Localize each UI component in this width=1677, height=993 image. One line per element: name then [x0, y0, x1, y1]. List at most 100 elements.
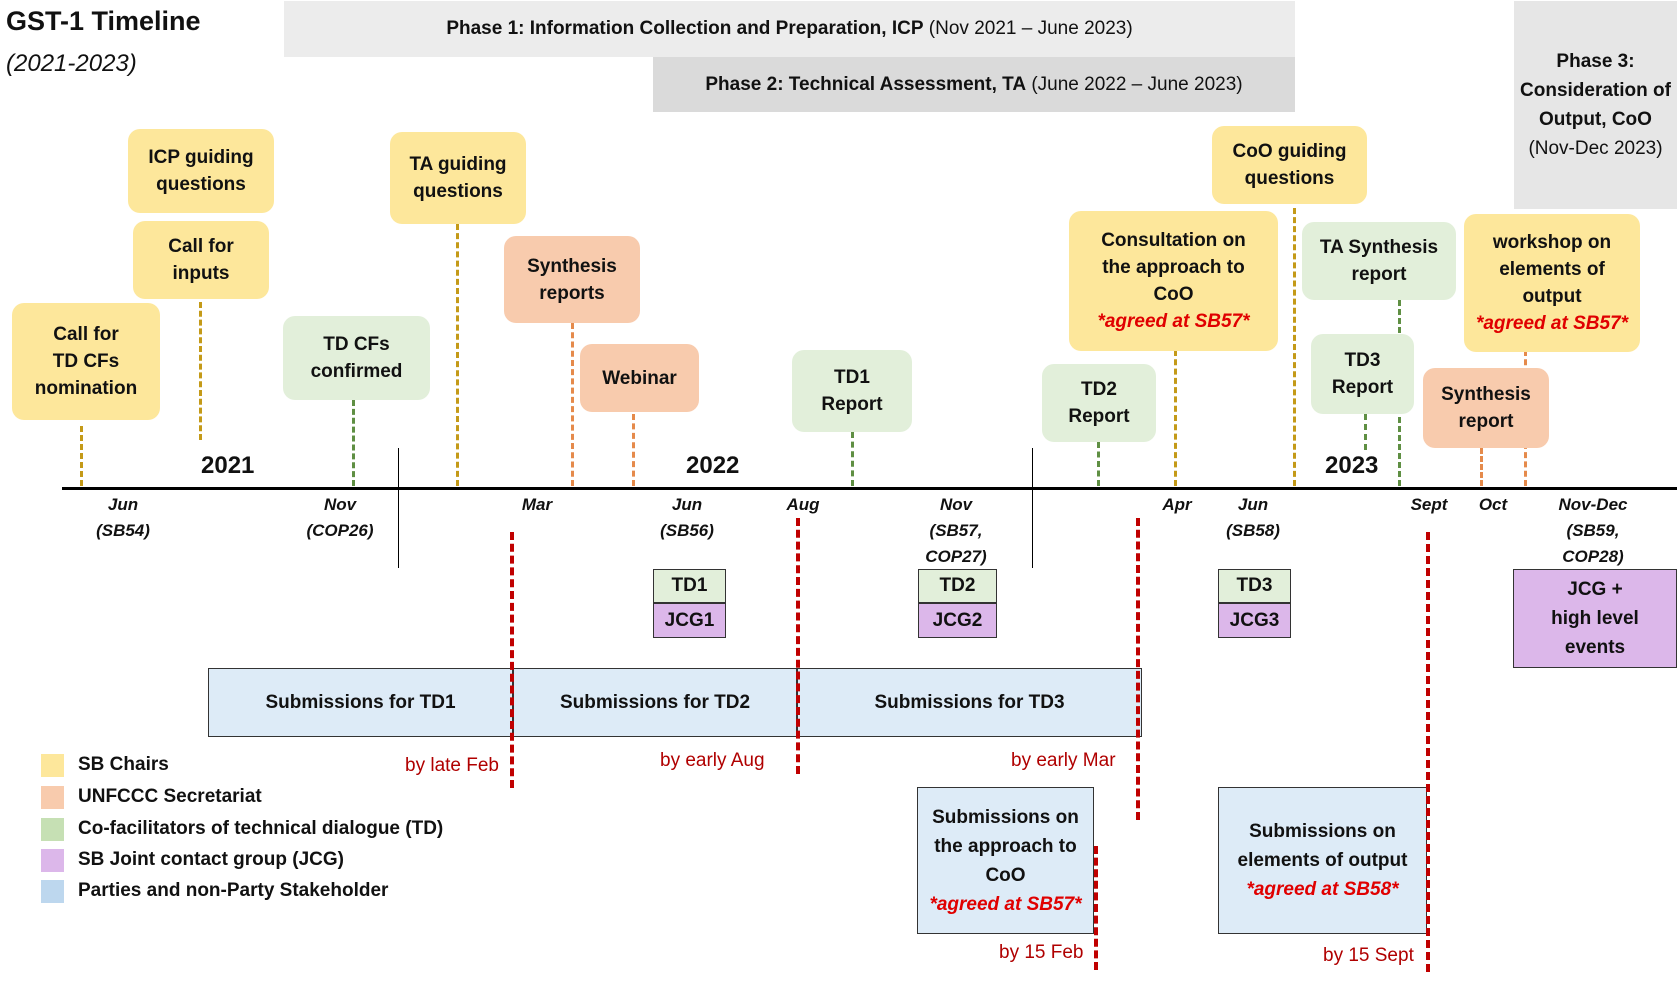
workshop-agreed-note: *agreed at SB57* — [1475, 313, 1629, 334]
deadline-line-late-feb — [510, 532, 514, 788]
tick-sept-2023: Sept — [1410, 495, 1448, 514]
workshop-on-elements-box: workshop on elements of output *agreed at S… — [1464, 214, 1640, 352]
submissions-td3-bar: Submissions for TD3 — [797, 668, 1142, 737]
submissions-approach-coo-box: Submissions on the approach to CoO *agreed … — [917, 787, 1094, 934]
connector-call-td-cfs — [80, 426, 83, 486]
jcg2-meeting: JCG2 — [918, 603, 997, 638]
submissions-td1-bar: Submissions for TD1 — [208, 668, 513, 737]
synthesis-reports-box: Synthesis reports — [504, 236, 640, 323]
legend-swatch-parties — [41, 879, 64, 903]
deadline-label-early-mar: by early Mar — [1011, 750, 1116, 771]
td3-report-box: TD3 Report — [1311, 334, 1414, 414]
deadline-label-late-feb: by late Feb — [405, 755, 499, 776]
submissions-elements-agreed-note: *agreed at SB58* — [1246, 879, 1399, 900]
connector-call-inputs — [199, 302, 202, 440]
consultation-on-approach-box: Consultation on the approach to CoO *agreed… — [1069, 211, 1278, 351]
submissions-elements-output-box: Submissions on elements of output *agreed … — [1218, 787, 1427, 934]
ta-questions-line2: questions — [413, 181, 503, 202]
td1-report-line2: Report — [821, 394, 883, 415]
coo-questions-line2: questions — [1244, 168, 1335, 189]
phase-2-dates: (June 2022 – June 2023) — [1031, 73, 1243, 95]
icp-questions-line1: ICP guiding — [148, 147, 254, 168]
ta-synthesis-line2: report — [1351, 264, 1407, 285]
synthesis-report-line1: Synthesis — [1441, 384, 1531, 405]
connector-coo-questions — [1293, 208, 1296, 486]
legend-swatch-co-facilitators — [41, 817, 64, 841]
deadline-label-15-sept: by 15 Sept — [1323, 945, 1414, 966]
deadline-line-early-aug — [796, 518, 800, 774]
td1-meeting: TD1 — [653, 569, 726, 603]
coo-guiding-questions-box: CoO guiding questions — [1212, 126, 1367, 204]
phase-3-name-line1: Phase 3: — [1556, 51, 1635, 72]
phase-2-banner: Phase 2: Technical Assessment, TA (June … — [653, 57, 1295, 112]
connector-consultation — [1174, 350, 1177, 486]
td1-report-line1: TD1 — [834, 367, 870, 388]
td2-report-line2: Report — [1068, 406, 1130, 427]
tick-nov-2022: Nov (SB57, COP27) — [925, 495, 987, 566]
legend-swatch-unfccc — [41, 785, 64, 809]
tick-nov-dec-2023: Nov-Dec (SB59, COP28) — [1558, 495, 1628, 566]
ta-synthesis-report-box: TA Synthesis report — [1302, 222, 1456, 300]
page-title: GST-1 Timeline — [6, 6, 201, 36]
deadline-line-15-feb — [1094, 846, 1098, 970]
year-separator-2022-2023 — [1032, 448, 1033, 568]
submissions-td2-bar: Submissions for TD2 — [513, 668, 797, 737]
ta-synthesis-line1: TA Synthesis — [1319, 237, 1439, 258]
synthesis-reports-line2: reports — [539, 282, 605, 304]
tick-apr-2023: Apr — [1162, 495, 1192, 514]
call-td-cfs-line2: TD CFs — [52, 351, 120, 372]
year-separator-2021-2022 — [398, 448, 399, 568]
legend-item-jcg: SB Joint contact group (JCG) — [41, 848, 344, 872]
td2-meeting: TD2 — [918, 569, 997, 603]
connector-synthesis-reports — [571, 323, 574, 486]
connector-td-cfs-confirmed — [352, 400, 355, 486]
phase-1-name: Phase 1: Information Collection and Prep… — [446, 18, 924, 39]
ta-questions-line1: TA guiding — [409, 154, 507, 175]
phase-3-name-line3: Output, CoO — [1539, 109, 1652, 130]
consultation-line2: the approach to — [1102, 257, 1245, 278]
webinar-label: Webinar — [602, 367, 677, 389]
td1-report-box: TD1 Report — [792, 350, 912, 432]
td2-report-line1: TD2 — [1081, 379, 1117, 400]
synthesis-report-box: Synthesis report — [1423, 368, 1549, 448]
legend-swatch-sb-chairs — [41, 753, 64, 777]
year-label-2022: 2022 — [686, 452, 740, 479]
phase-2-name: Phase 2: Technical Assessment, TA — [705, 73, 1027, 95]
legend-item-unfccc-secretariat: UNFCCC Secretariat — [41, 785, 262, 809]
td3-report-line2: Report — [1331, 377, 1394, 398]
jcg3-meeting: JCG3 — [1218, 603, 1291, 638]
connector-synthesis-report — [1480, 448, 1483, 486]
timeline-axis — [62, 487, 1677, 490]
jcg-high-level-events: JCG + high level events — [1513, 569, 1677, 668]
jcg1-meeting: JCG1 — [653, 603, 726, 638]
td-cfs-confirmed-line1: TD CFs — [323, 334, 390, 355]
td2-report-box: TD2 Report — [1042, 364, 1156, 442]
tick-jun-2023: Jun (SB58) — [1226, 495, 1280, 540]
phase-3-name-line2: Consideration of — [1520, 80, 1671, 101]
call-for-inputs-box: Call for inputs — [133, 221, 269, 299]
tick-jun-2021: Jun (SB54) — [96, 495, 150, 540]
consultation-line3: CoO — [1153, 284, 1194, 305]
consultation-agreed-note: *agreed at SB57* — [1097, 311, 1250, 332]
call-inputs-line2: inputs — [172, 263, 230, 284]
year-label-2023: 2023 — [1325, 452, 1379, 479]
deadline-line-15-sept — [1426, 532, 1430, 972]
phase-1-dates: (Nov 2021 – June 2023) — [928, 18, 1133, 39]
tick-nov-2021: Nov (COP26) — [306, 495, 374, 540]
deadline-line-early-mar — [1136, 518, 1140, 820]
deadline-label-15-feb: by 15 Feb — [999, 942, 1084, 963]
tick-jun-2022: Jun (SB56) — [660, 495, 714, 540]
td3-meeting: TD3 — [1218, 569, 1291, 603]
webinar-box: Webinar — [580, 344, 699, 412]
tick-mar-2022: Mar — [521, 495, 553, 514]
page-subtitle: (2021-2023) — [6, 50, 137, 77]
td-cfs-confirmed-line2: confirmed — [310, 361, 403, 382]
workshop-line2: elements of — [1499, 259, 1605, 280]
year-label-2021: 2021 — [201, 452, 255, 479]
workshop-line1: workshop on — [1492, 232, 1612, 253]
tick-oct-2023: Oct — [1478, 495, 1508, 514]
icp-questions-line2: questions — [156, 174, 246, 195]
legend-item-sb-chairs: SB Chairs — [41, 753, 169, 777]
connector-ta-questions — [456, 224, 459, 486]
icp-guiding-questions-box: ICP guiding questions — [128, 129, 274, 213]
